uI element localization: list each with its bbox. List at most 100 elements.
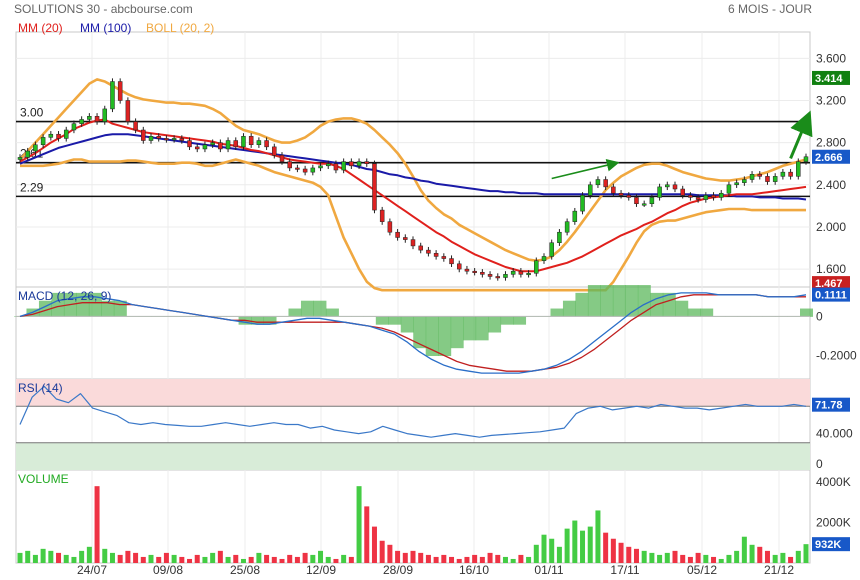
macd-histogram-bar xyxy=(263,316,277,325)
chart-title: SOLUTIONS 30 - abcbourse.com xyxy=(14,2,193,16)
candle-body xyxy=(418,245,423,251)
candle-body xyxy=(403,237,408,240)
candle-body xyxy=(133,121,138,131)
volume-bar xyxy=(657,554,663,563)
volume-bar xyxy=(32,554,38,563)
volume-bar xyxy=(86,546,92,563)
legend-boll: BOLL (20, 2) xyxy=(146,21,215,35)
volume-bar xyxy=(310,554,316,563)
candle-body xyxy=(210,142,215,145)
volume-bar xyxy=(780,552,786,563)
volume-bar xyxy=(610,538,616,563)
candle-body xyxy=(25,150,30,158)
candle-body xyxy=(63,129,69,139)
candle-body xyxy=(248,136,254,145)
volume-bar xyxy=(749,544,755,563)
volume-bar xyxy=(572,520,578,563)
macd-histogram-bar xyxy=(562,300,576,317)
level-label: 3.00 xyxy=(20,106,44,120)
macd-histogram-bar xyxy=(687,308,701,317)
volume-bar xyxy=(325,556,331,563)
candle-body xyxy=(125,100,131,122)
volume-bar xyxy=(125,550,131,563)
macd-histogram-bar xyxy=(550,308,564,317)
volume-badge: 932K xyxy=(815,539,841,551)
price-y-tick-label: 2.800 xyxy=(816,136,846,150)
macd-histogram-bar xyxy=(475,316,489,341)
volume-bar xyxy=(595,510,601,563)
candle-body xyxy=(379,209,385,222)
volume-bar xyxy=(718,558,724,563)
price-y-tick-label: 2.000 xyxy=(816,220,846,234)
macd-histogram-bar xyxy=(600,285,614,317)
volume-bar xyxy=(318,550,324,563)
volume-bar xyxy=(348,556,354,563)
candle-body xyxy=(587,184,593,196)
macd-histogram-bar xyxy=(700,308,714,317)
legend-macd: MACD (12, 26, 9) xyxy=(18,289,112,303)
candle-body xyxy=(179,138,185,141)
candle-body xyxy=(803,156,809,162)
volume-bar xyxy=(25,550,31,563)
volume-bar xyxy=(757,546,763,563)
volume-bar xyxy=(695,552,701,563)
panel-frame-3 xyxy=(15,469,811,564)
volume-bar xyxy=(441,554,447,563)
x-tick-label: 12/09 xyxy=(306,563,336,577)
candle-body xyxy=(480,271,485,275)
candle-body xyxy=(356,161,362,167)
volume-bar xyxy=(287,554,293,563)
candle-body xyxy=(225,140,231,150)
candle-body xyxy=(279,155,285,162)
price-y-tick-label: 2.400 xyxy=(816,178,846,192)
volume-bar xyxy=(194,554,200,563)
candle-body xyxy=(580,195,585,212)
trend-arrow xyxy=(551,158,620,180)
rsi-y-tick-label: 40.000 xyxy=(816,427,853,441)
volume-bar xyxy=(456,558,462,563)
volume-bar xyxy=(772,554,778,563)
volume-bar xyxy=(549,538,555,563)
candle-body xyxy=(218,142,223,150)
candle-body xyxy=(302,168,308,173)
x-tick-label: 28/09 xyxy=(383,563,413,577)
candle-body xyxy=(472,270,477,273)
candle-body xyxy=(187,140,192,148)
candle-body xyxy=(241,136,246,148)
volume-bar xyxy=(449,556,455,563)
candle-body xyxy=(71,123,77,131)
volume-bar xyxy=(649,552,655,563)
candle-body xyxy=(487,274,493,277)
price-y-tick-label: 1.600 xyxy=(816,262,846,276)
macd-histogram-bar xyxy=(587,285,601,317)
candle-body xyxy=(287,161,292,169)
volume-bar xyxy=(79,550,85,563)
macd-y-tick-label: 0 xyxy=(816,309,823,323)
candle-body xyxy=(611,186,616,194)
volume-bar xyxy=(40,548,46,563)
rsi-badge-bg xyxy=(812,397,850,412)
volume-bar xyxy=(687,556,693,563)
candle-body xyxy=(557,231,562,243)
candle-body xyxy=(94,116,100,122)
volume-bar xyxy=(788,556,794,563)
candle-body xyxy=(349,161,354,167)
x-tick-label: 16/10 xyxy=(459,563,489,577)
candle-body xyxy=(657,186,662,198)
volume-bar xyxy=(618,542,624,563)
macd-badge: 0.1111 xyxy=(815,290,847,302)
period-label: 6 MOIS - JOUR xyxy=(727,2,812,16)
volume-bar xyxy=(533,544,539,563)
volume-bar xyxy=(418,552,424,563)
volume-bar xyxy=(71,556,77,563)
candle-body xyxy=(449,258,454,265)
candle-body xyxy=(788,171,793,177)
volume-bar xyxy=(102,548,108,563)
price-y-tick-label: 3.200 xyxy=(816,93,846,107)
price-badge-green: 3.414 xyxy=(815,73,843,85)
volume-bar xyxy=(133,552,139,563)
volume-bar xyxy=(17,552,23,563)
volume-bar xyxy=(356,486,362,563)
